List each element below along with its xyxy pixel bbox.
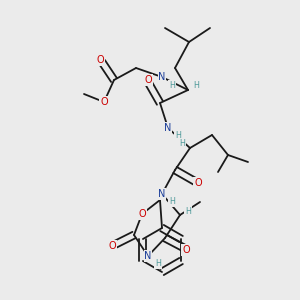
Text: O: O — [144, 75, 152, 85]
Text: N: N — [164, 123, 172, 133]
Text: H: H — [175, 131, 181, 140]
Text: O: O — [96, 55, 104, 65]
Text: N: N — [158, 72, 166, 82]
Text: O: O — [100, 97, 108, 107]
Text: O: O — [182, 245, 190, 255]
Text: H: H — [155, 260, 161, 268]
Text: O: O — [194, 178, 202, 188]
Text: H: H — [193, 82, 199, 91]
Text: H: H — [179, 140, 185, 148]
Text: N: N — [158, 189, 166, 199]
Text: O: O — [108, 241, 116, 251]
Text: O: O — [138, 209, 146, 219]
Text: H: H — [169, 80, 175, 89]
Text: H: H — [169, 197, 175, 206]
Text: N: N — [144, 251, 152, 261]
Text: H: H — [185, 206, 191, 215]
